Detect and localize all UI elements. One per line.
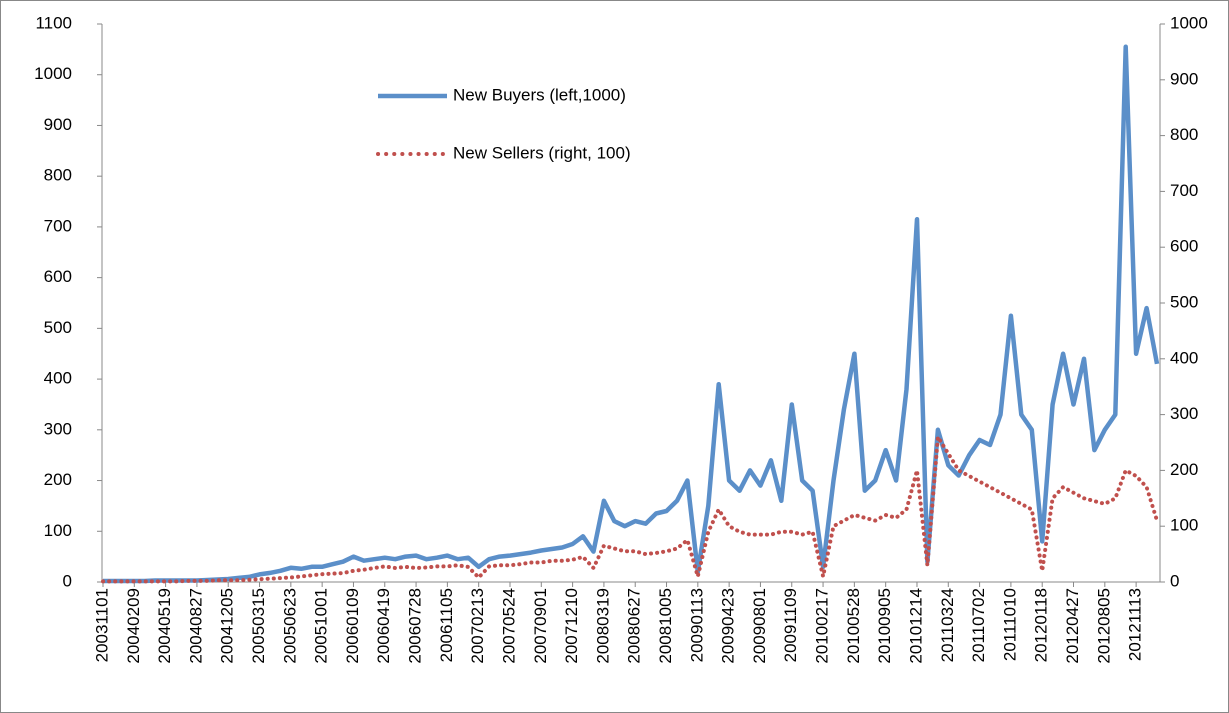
y-tick-label: 500: [44, 318, 72, 337]
x-tick-label: 20070213: [468, 588, 487, 664]
x-tick-label: 20071210: [562, 588, 581, 664]
x-tick-label: 20060109: [343, 588, 362, 664]
x-tick-label: 20101214: [906, 588, 925, 664]
x-tick-label: 20120805: [1094, 588, 1113, 664]
x-tick-label: 20111010: [1000, 588, 1019, 661]
x-tick-label: 20090801: [750, 588, 769, 664]
x-tick-label: 20031101: [92, 588, 111, 662]
x-tick-label: 20080319: [593, 588, 612, 664]
y2-tick-label: 1000: [1170, 13, 1208, 32]
x-tick-label: 20041205: [218, 588, 237, 664]
legend-label: New Buyers (left,1000): [453, 85, 626, 104]
y2-tick-label: 800: [1170, 125, 1198, 144]
x-tick-label: 20090113: [687, 588, 706, 662]
y-tick-label: 100: [44, 521, 72, 540]
x-tick-label: 20070524: [499, 588, 518, 664]
x-tick-label: 20050623: [280, 588, 299, 664]
x-tick-label: 20110702: [969, 588, 988, 662]
y2-tick-label: 300: [1170, 404, 1198, 423]
x-tick-label: 20120118: [1032, 588, 1051, 662]
x-tick-label: 20040209: [124, 588, 143, 664]
y2-tick-label: 100: [1170, 516, 1198, 535]
series-line: [101, 434, 1159, 584]
x-tick-label: 20040519: [155, 588, 174, 664]
y2-tick-label: 400: [1170, 348, 1198, 367]
x-tick-label: 20080627: [625, 588, 644, 664]
y2-tick-label: 500: [1170, 292, 1198, 311]
x-tick-label: 20040827: [186, 588, 205, 664]
x-tick-label: 20120427: [1063, 588, 1082, 664]
y-tick-label: 1100: [35, 13, 72, 32]
y2-tick-label: 200: [1170, 460, 1198, 479]
x-tick-label: 20081005: [656, 588, 675, 664]
x-tick-label: 20110324: [938, 588, 957, 662]
y-tick-label: 900: [44, 115, 72, 134]
y-tick-label: 800: [44, 166, 72, 185]
x-tick-label: 20121113: [1126, 588, 1145, 661]
x-tick-label: 20061105: [437, 588, 456, 662]
x-tick-label: 20100905: [875, 588, 894, 664]
x-tick-label: 20050315: [249, 588, 268, 664]
y2-tick-label: 700: [1170, 181, 1198, 200]
x-tick-label: 20100217: [813, 588, 832, 664]
x-tick-label: 20090423: [719, 588, 738, 664]
x-tick-label: 20091109: [781, 588, 800, 662]
legend-label: New Sellers (right, 100): [453, 143, 631, 162]
x-tick-label: 20100528: [844, 588, 863, 664]
x-tick-label: 20060419: [374, 588, 393, 664]
x-tick-label: 20060728: [406, 588, 425, 664]
y-tick-label: 200: [44, 470, 72, 489]
y2-tick-label: 900: [1170, 69, 1198, 88]
y-tick-label: 700: [44, 216, 72, 235]
x-tick-label: 20070901: [531, 588, 550, 664]
y-tick-label: 600: [44, 267, 72, 286]
y-tick-label: 1000: [34, 64, 72, 83]
x-tick-label: 20051001: [312, 588, 331, 664]
y-tick-label: 300: [44, 419, 72, 438]
y-tick-label: 0: [63, 571, 72, 590]
series-line: [103, 44, 1160, 584]
y2-tick-label: 0: [1170, 571, 1179, 590]
y-tick-label: 400: [44, 369, 72, 388]
y2-tick-label: 600: [1170, 237, 1198, 256]
